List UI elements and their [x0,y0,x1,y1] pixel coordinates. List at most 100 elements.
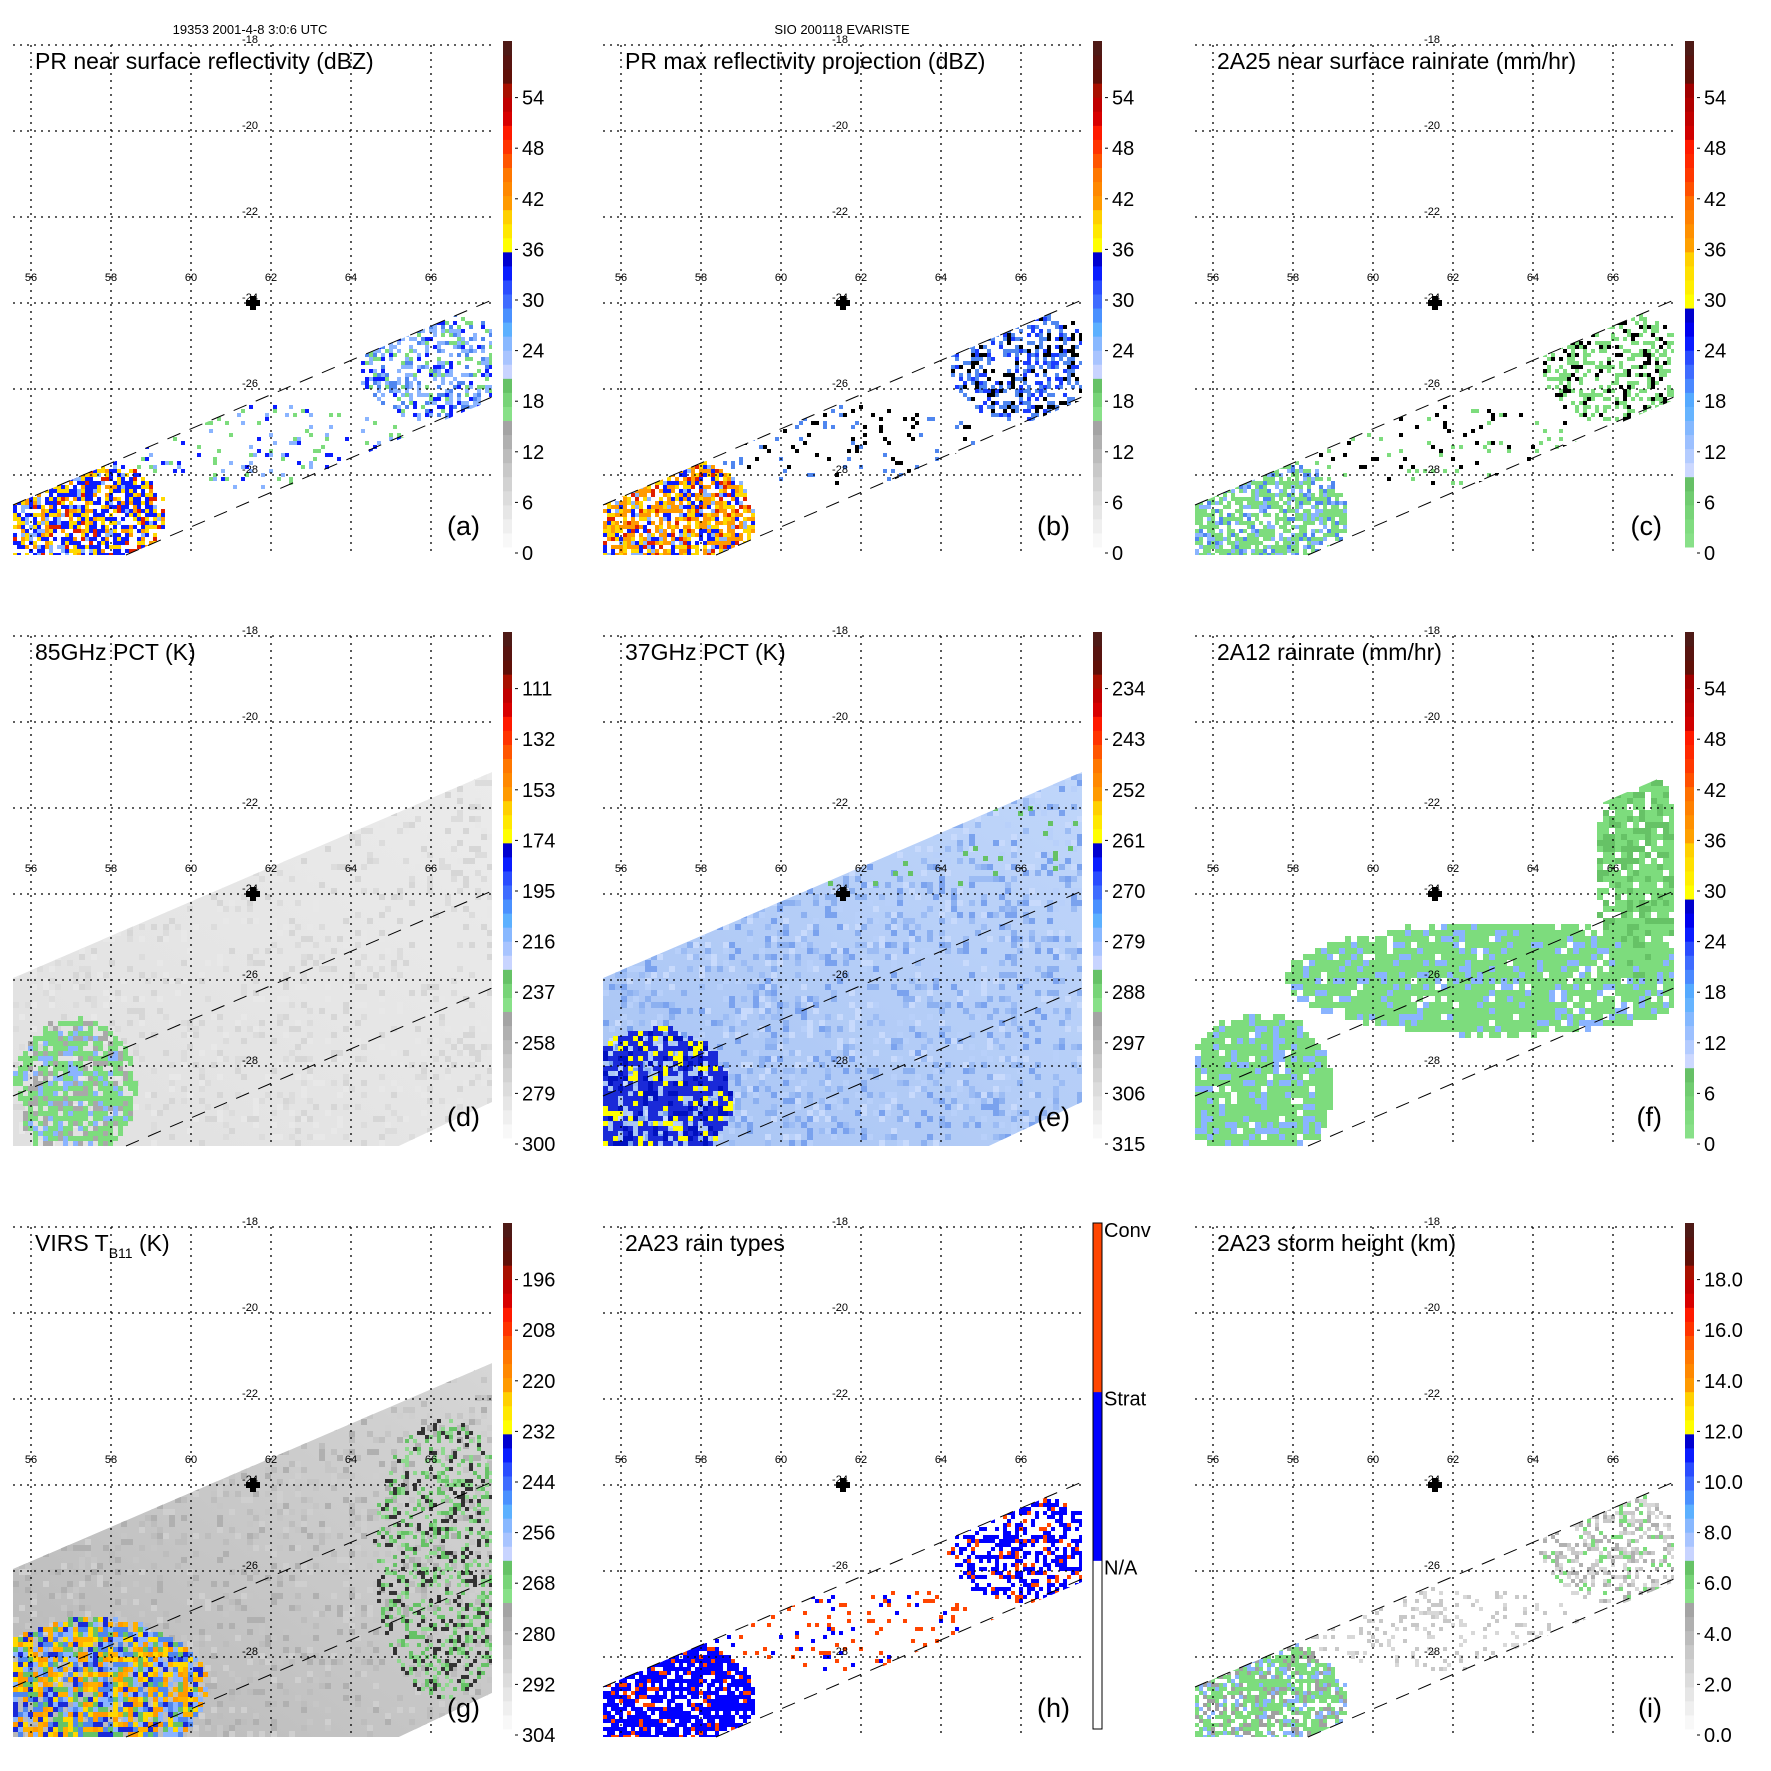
data-pixel [951,369,955,373]
data-pixel [707,485,711,489]
data-pixel [97,529,101,533]
data-pixel [735,513,739,517]
data-pixel [65,465,69,469]
data-pixel [627,565,631,569]
data-pixel [667,513,671,517]
data-pixel [113,469,117,473]
data-pixel [999,405,1003,409]
data-pixel [169,429,173,433]
data-pixel [715,557,719,561]
data-pixel [49,481,53,485]
data-pixel [1215,537,1219,541]
data-pixel [719,541,723,545]
data-pixel [695,557,699,561]
data-pixel [1019,397,1023,401]
data-pixel [1183,481,1187,485]
data-pixel [1027,353,1031,357]
data-pixel [93,529,97,533]
colorbar-label: 24 [522,341,544,363]
data-pixel [5,537,9,541]
data-pixel [991,337,995,341]
data-pixel [759,445,763,449]
data-pixel [49,497,53,501]
data-pixel [1059,329,1063,333]
data-pixel [473,337,477,341]
data-pixel [731,485,735,489]
data-pixel [137,553,141,555]
data-pixel [607,525,611,529]
data-pixel [1043,317,1047,321]
data-pixel [663,533,667,537]
data-pixel [481,345,485,349]
data-pixel [469,357,473,361]
data-pixel [971,357,975,361]
data-pixel [911,417,915,421]
data-pixel [1047,345,1051,349]
data-pixel [627,537,631,541]
data-pixel [587,533,591,537]
data-pixel [1263,501,1267,505]
data-pixel [723,493,727,497]
data-pixel [1255,561,1259,565]
data-pixel [45,517,49,521]
data-pixel [453,333,457,337]
data-pixel [1187,521,1191,525]
data-pixel [1,517,5,521]
data-pixel [1283,521,1287,525]
data-pixel [1183,549,1187,553]
data-pixel [611,545,615,549]
data-pixel [73,529,77,533]
data-pixel [987,329,991,333]
data-pixel [647,497,651,501]
data-pixel [13,477,17,481]
data-pixel [5,477,9,481]
data-pixel [691,477,695,481]
data-pixel [381,377,385,381]
data-pixel [1031,329,1035,333]
data-pixel [85,565,89,569]
data-pixel [595,521,599,525]
longitude-label: 64 [345,272,357,284]
data-pixel [1167,525,1171,529]
data-pixel [603,521,607,525]
data-pixel [619,545,623,549]
data-pixel [1075,377,1079,381]
data-pixel [409,401,413,405]
data-pixel [935,457,939,461]
data-pixel [631,529,635,533]
data-pixel [9,489,13,493]
data-pixel [17,557,21,561]
data-pixel [377,377,381,381]
data-pixel [1183,517,1187,521]
data-pixel [65,489,69,493]
data-pixel [33,545,37,549]
data-pixel [81,461,85,465]
data-pixel [117,469,121,473]
data-pixel [405,405,409,409]
data-pixel [1239,505,1243,509]
data-pixel [381,325,385,329]
data-pixel [575,521,579,525]
data-pixel [401,321,405,325]
data-pixel [639,561,643,565]
data-pixel [157,517,161,521]
data-pixel [631,569,635,573]
colorbar-band [1093,420,1102,436]
data-pixel [1003,321,1007,325]
data-pixel [1295,485,1299,489]
longitude-label: 66 [1015,272,1027,284]
data-pixel [9,541,13,545]
data-pixel [97,533,101,537]
data-pixel [161,509,165,513]
data-pixel [735,441,739,445]
data-pixel [49,461,53,465]
data-pixel [647,569,651,573]
data-pixel [739,521,743,525]
data-pixel [959,421,963,425]
data-pixel [41,537,45,541]
data-pixel [719,557,723,561]
data-pixel [1087,357,1091,361]
data-pixel [1027,385,1031,389]
data-pixel [129,477,133,481]
data-pixel [281,453,285,457]
